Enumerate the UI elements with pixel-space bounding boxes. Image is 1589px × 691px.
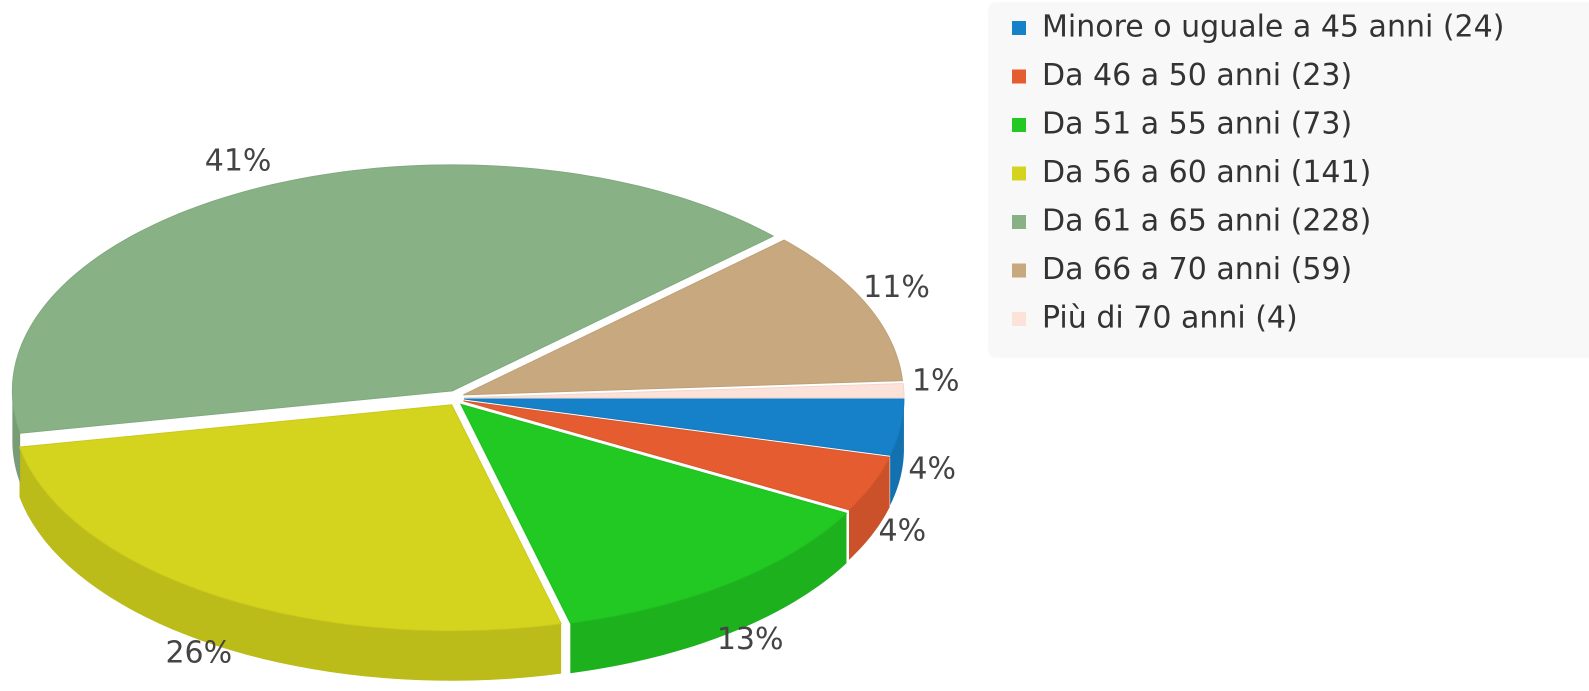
tops bbox=[11, 164, 905, 632]
legend-swatch bbox=[1012, 21, 1026, 35]
legend-swatch bbox=[1012, 215, 1026, 229]
slice bbox=[459, 403, 848, 624]
legend-swatch bbox=[1012, 263, 1026, 278]
slice-side bbox=[849, 457, 890, 560]
slice bbox=[11, 164, 775, 434]
slice-side bbox=[19, 447, 562, 681]
slice bbox=[463, 400, 891, 511]
slice-label: 41% bbox=[205, 143, 272, 178]
legend-label: Da 56 a 60 anni (141) bbox=[1042, 155, 1371, 190]
legend-swatch bbox=[1012, 69, 1026, 84]
slice-side bbox=[890, 399, 904, 506]
slice-label: 26% bbox=[165, 636, 232, 671]
legend-label: Più di 70 anni (4) bbox=[1042, 301, 1298, 336]
slice-side bbox=[570, 513, 847, 674]
legend-box bbox=[988, 2, 1589, 358]
slice-label: 4% bbox=[878, 514, 926, 549]
legend-swatch bbox=[1012, 166, 1026, 181]
legend-label: Da 61 a 65 anni (228) bbox=[1042, 204, 1371, 239]
legend-label: Minore o uguale a 45 anni (24) bbox=[1042, 10, 1504, 45]
legend-label: Da 66 a 70 anni (59) bbox=[1042, 252, 1352, 287]
slice-label: 11% bbox=[863, 270, 930, 305]
slice-label: 4% bbox=[908, 452, 956, 487]
legend-swatch bbox=[1012, 312, 1026, 326]
legend-label: Da 51 a 55 anni (73) bbox=[1042, 107, 1352, 142]
slice bbox=[463, 383, 905, 399]
slice bbox=[463, 239, 904, 396]
legend-label: Da 46 a 50 anni (23) bbox=[1042, 58, 1352, 93]
walls bbox=[12, 390, 904, 681]
slice-label: 13% bbox=[717, 622, 784, 657]
slice bbox=[18, 404, 562, 632]
legend-swatch bbox=[1012, 118, 1026, 132]
slice bbox=[463, 398, 905, 456]
slice-label: 1% bbox=[912, 363, 960, 398]
